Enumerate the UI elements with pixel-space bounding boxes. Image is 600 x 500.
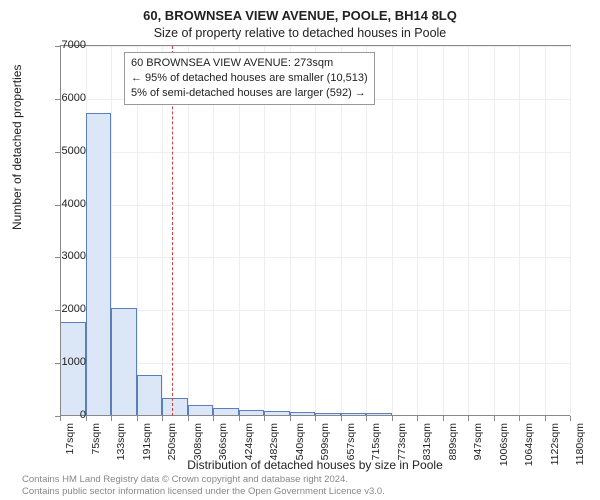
histogram-bar <box>111 308 137 416</box>
gridline-v <box>519 46 520 416</box>
xtick-mark <box>264 416 265 421</box>
xtick-label: 17sqm <box>64 423 76 483</box>
xtick-label: 889sqm <box>447 423 459 483</box>
info-box-line2: ← 95% of detached houses are smaller (10… <box>131 71 368 86</box>
xtick-mark <box>519 416 520 421</box>
xtick-mark <box>162 416 163 421</box>
histogram-bar <box>137 375 163 416</box>
x-axis-line <box>60 415 570 416</box>
xtick-mark <box>417 416 418 421</box>
footer-line2: Contains public sector information licen… <box>22 486 385 498</box>
xtick-mark <box>213 416 214 421</box>
xtick-mark <box>468 416 469 421</box>
chart-title: 60, BROWNSEA VIEW AVENUE, POOLE, BH14 8L… <box>0 8 600 23</box>
xtick-mark <box>366 416 367 421</box>
xtick-label: 250sqm <box>166 423 178 483</box>
ytick-label: 5000 <box>46 145 86 157</box>
info-box-line3: 5% of semi-detached houses are larger (5… <box>131 86 368 101</box>
xtick-label: 308sqm <box>192 423 204 483</box>
xtick-mark <box>494 416 495 421</box>
ytick-label: 4000 <box>46 198 86 210</box>
xtick-label: 1064sqm <box>523 423 535 483</box>
gridline-v <box>570 46 571 416</box>
xtick-mark <box>341 416 342 421</box>
info-box: 60 BROWNSEA VIEW AVENUE: 273sqm ← 95% of… <box>124 52 375 105</box>
xtick-label: 1122sqm <box>549 423 561 483</box>
xtick-label: 482sqm <box>268 423 280 483</box>
ytick-label: 7000 <box>46 39 86 51</box>
xtick-mark <box>545 416 546 421</box>
xtick-mark <box>188 416 189 421</box>
xtick-label: 191sqm <box>141 423 153 483</box>
chart-subtitle: Size of property relative to detached ho… <box>0 26 600 40</box>
xtick-mark <box>137 416 138 421</box>
xtick-label: 424sqm <box>243 423 255 483</box>
xtick-label: 366sqm <box>217 423 229 483</box>
xtick-label: 773sqm <box>396 423 408 483</box>
xtick-label: 133sqm <box>115 423 127 483</box>
gridline-v <box>417 46 418 416</box>
y-axis-label: Number of detached properties <box>10 65 24 230</box>
xtick-mark <box>443 416 444 421</box>
gridline-v <box>494 46 495 416</box>
xtick-label: 75sqm <box>90 423 102 483</box>
xtick-mark <box>570 416 571 421</box>
ytick-label: 2000 <box>46 303 86 315</box>
histogram-bar <box>60 322 86 416</box>
histogram-bar <box>86 113 112 416</box>
xtick-label: 831sqm <box>421 423 433 483</box>
xtick-mark <box>111 416 112 421</box>
plot-area: 60 BROWNSEA VIEW AVENUE: 273sqm ← 95% of… <box>60 45 571 416</box>
xtick-mark <box>315 416 316 421</box>
ytick-label: 6000 <box>46 92 86 104</box>
gridline-v <box>468 46 469 416</box>
xtick-label: 947sqm <box>472 423 484 483</box>
gridline-v <box>392 46 393 416</box>
xtick-mark <box>392 416 393 421</box>
xtick-mark <box>290 416 291 421</box>
ytick-label: 0 <box>46 409 86 421</box>
xtick-label: 1180sqm <box>574 423 586 483</box>
info-box-line1: 60 BROWNSEA VIEW AVENUE: 273sqm <box>131 56 368 71</box>
xtick-label: 715sqm <box>370 423 382 483</box>
xtick-label: 540sqm <box>294 423 306 483</box>
gridline-v <box>443 46 444 416</box>
ytick-label: 1000 <box>46 356 86 368</box>
ytick-label: 3000 <box>46 250 86 262</box>
xtick-mark <box>239 416 240 421</box>
xtick-label: 1006sqm <box>498 423 510 483</box>
histogram-bar <box>162 398 188 416</box>
x-axis-label: Distribution of detached houses by size … <box>60 458 570 472</box>
gridline-v <box>545 46 546 416</box>
xtick-label: 657sqm <box>345 423 357 483</box>
xtick-label: 599sqm <box>319 423 331 483</box>
